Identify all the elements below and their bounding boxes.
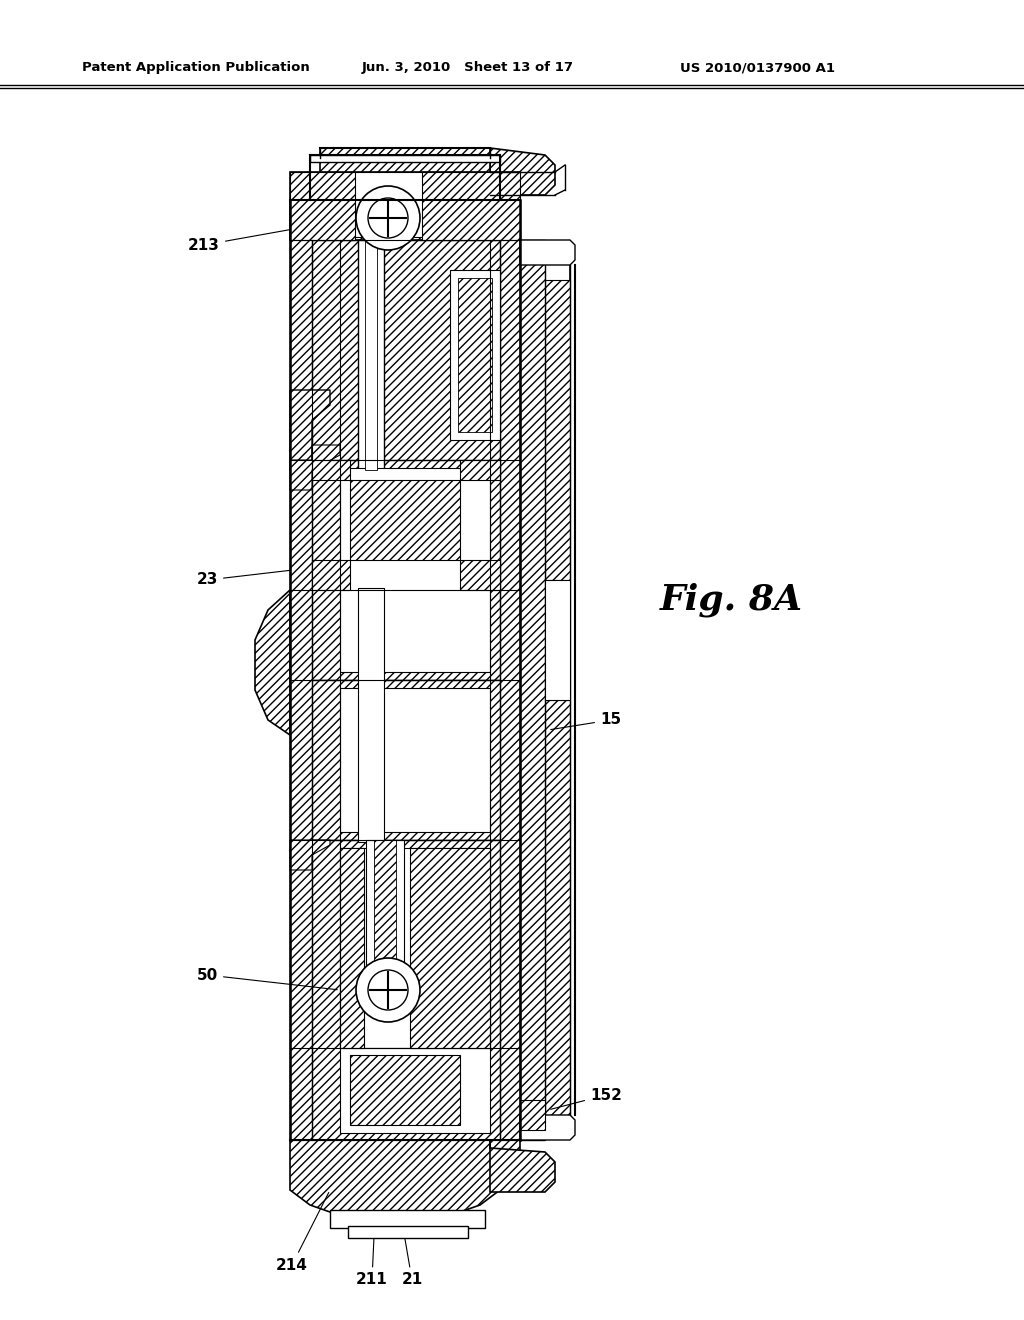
Polygon shape <box>312 560 350 590</box>
Polygon shape <box>545 280 570 579</box>
Polygon shape <box>290 240 520 470</box>
Polygon shape <box>422 172 520 240</box>
Polygon shape <box>255 590 290 735</box>
Polygon shape <box>545 249 570 1130</box>
Polygon shape <box>290 389 330 470</box>
Polygon shape <box>290 840 330 870</box>
Text: 50: 50 <box>197 968 337 990</box>
Polygon shape <box>410 847 490 1048</box>
Polygon shape <box>290 680 520 840</box>
Text: 211: 211 <box>356 1218 388 1287</box>
Bar <box>366 840 404 970</box>
Text: Jun. 3, 2010   Sheet 13 of 17: Jun. 3, 2010 Sheet 13 of 17 <box>362 62 574 74</box>
Circle shape <box>368 198 408 238</box>
Text: 152: 152 <box>551 1088 622 1109</box>
Text: 214: 214 <box>276 1192 329 1272</box>
Polygon shape <box>520 1115 575 1140</box>
Polygon shape <box>545 700 570 1115</box>
Bar <box>450 271 500 440</box>
Polygon shape <box>290 459 520 680</box>
Bar <box>348 1226 468 1238</box>
Polygon shape <box>490 1140 555 1192</box>
Polygon shape <box>460 560 500 590</box>
Polygon shape <box>290 172 520 240</box>
Text: 15: 15 <box>551 713 622 730</box>
Polygon shape <box>290 201 312 1140</box>
Bar <box>458 279 492 432</box>
Polygon shape <box>520 1100 545 1130</box>
Bar <box>330 1210 485 1228</box>
Bar <box>340 847 490 1048</box>
Bar <box>374 840 396 970</box>
Text: Patent Application Publication: Patent Application Publication <box>82 62 309 74</box>
Polygon shape <box>350 1055 460 1125</box>
Polygon shape <box>340 847 364 1048</box>
Polygon shape <box>290 840 520 1140</box>
Bar <box>365 240 377 470</box>
Text: 213: 213 <box>188 219 352 252</box>
Polygon shape <box>520 240 545 1140</box>
Polygon shape <box>490 148 555 195</box>
Bar <box>358 587 384 842</box>
Polygon shape <box>290 1140 520 1212</box>
Bar <box>340 469 490 672</box>
Polygon shape <box>350 480 460 560</box>
Polygon shape <box>319 148 490 172</box>
Text: 21: 21 <box>400 1213 423 1287</box>
Circle shape <box>356 186 420 249</box>
Bar <box>340 1048 490 1133</box>
Polygon shape <box>460 459 500 480</box>
Text: 23: 23 <box>197 570 290 587</box>
Polygon shape <box>290 445 340 490</box>
Text: Fig. 8A: Fig. 8A <box>660 582 803 618</box>
Polygon shape <box>500 201 520 1140</box>
Bar <box>358 240 384 470</box>
Bar <box>350 172 460 238</box>
Bar <box>340 688 490 832</box>
Circle shape <box>368 970 408 1010</box>
Polygon shape <box>310 154 500 162</box>
Polygon shape <box>290 172 355 240</box>
Text: US 2010/0137900 A1: US 2010/0137900 A1 <box>680 62 835 74</box>
Circle shape <box>356 958 420 1022</box>
Polygon shape <box>312 459 350 480</box>
Bar <box>545 579 570 700</box>
Polygon shape <box>520 240 575 265</box>
